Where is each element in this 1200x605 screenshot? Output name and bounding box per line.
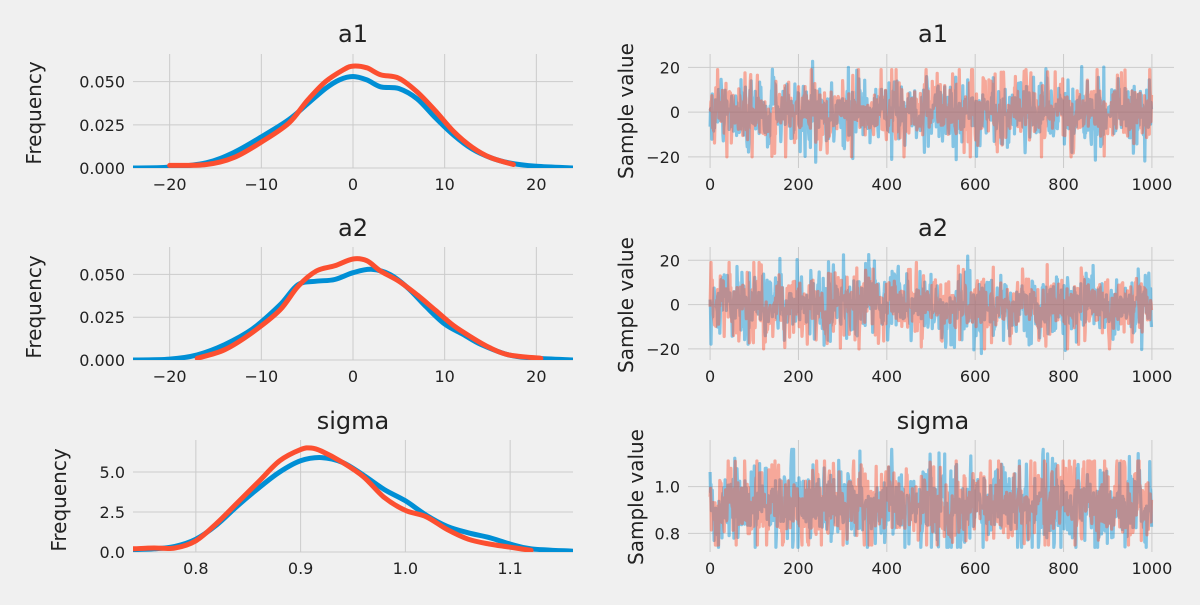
panel-title: sigma — [317, 407, 390, 435]
panel-density-a1: a1 Frequency — [22, 20, 368, 165]
y-tick-label: 20 — [660, 251, 680, 270]
x-tick-label: 200 — [783, 175, 814, 194]
x-tick-label: 400 — [872, 559, 903, 578]
panel-title: a2 — [918, 214, 948, 242]
x-tick-label: 20 — [526, 175, 546, 194]
density-line-chain-2 — [194, 256, 544, 360]
y-axis-label: Frequency — [22, 255, 46, 358]
x-tick-label: 600 — [960, 367, 991, 386]
x-tick-label: 400 — [872, 175, 903, 194]
y-tick-label: 0.050 — [79, 73, 125, 92]
x-tick-label: −20 — [153, 175, 187, 194]
trace-line-chain-1 — [708, 253, 1154, 356]
y-tick-label: −20 — [646, 340, 680, 359]
x-tick-label: 20 — [526, 367, 546, 386]
panel-trace-sigma: sigma Sample value — [624, 407, 969, 565]
x-tick-label: 10 — [434, 367, 454, 386]
plot-area-trace-a2: 0 200 400 600 800 1000 −20 0 20 — [646, 247, 1174, 386]
x-tick-label: −20 — [153, 367, 187, 386]
series-group — [708, 59, 1154, 164]
x-tick-label: −10 — [244, 367, 278, 386]
panel-title: sigma — [897, 407, 970, 435]
panel-trace-a1: a1 Sample value — [614, 20, 948, 179]
y-tick-label: 2.5 — [100, 503, 125, 522]
series-group — [708, 447, 1154, 549]
series-group — [133, 63, 573, 168]
x-tick-label: 0 — [348, 175, 358, 194]
trace-line-chain-1 — [708, 447, 1154, 549]
x-tick-label: 0 — [705, 175, 715, 194]
x-tick-label: 0.9 — [288, 559, 313, 578]
y-tick-label: 20 — [660, 58, 680, 77]
y-tick-label: 0.025 — [79, 116, 125, 135]
x-tick-label: 0.8 — [183, 559, 208, 578]
panel-title: a1 — [338, 20, 368, 48]
y-tick-label: 1.0 — [655, 478, 680, 497]
x-tick-label: 200 — [783, 559, 814, 578]
x-tick-label: 0 — [705, 367, 715, 386]
x-tick-label: 800 — [1048, 559, 1079, 578]
trace-line-chain-2 — [708, 68, 1154, 159]
y-tick-label: 5.0 — [100, 463, 125, 482]
y-axis-label: Sample value — [614, 43, 638, 179]
panel-title: a2 — [338, 214, 368, 242]
y-axis-label: Sample value — [624, 429, 648, 565]
series-group — [708, 253, 1154, 356]
density-line-chain-2 — [133, 445, 534, 552]
x-tick-label: −10 — [244, 175, 278, 194]
y-tick-label: 0.050 — [79, 265, 125, 284]
x-tick-label: 600 — [960, 559, 991, 578]
y-axis-label: Frequency — [22, 61, 46, 164]
y-tick-label: 0 — [670, 103, 680, 122]
y-tick-label: 0 — [670, 296, 680, 315]
panel-trace-a2: a2 Sample value — [614, 214, 948, 373]
x-tick-label: 400 — [872, 367, 903, 386]
x-tick-label: 10 — [434, 175, 454, 194]
series-group — [133, 256, 573, 360]
x-tick-label: 1000 — [1132, 175, 1173, 194]
y-tick-label: 0.025 — [79, 308, 125, 327]
y-axis-label: Frequency — [47, 448, 71, 551]
x-tick-label: 1000 — [1132, 559, 1173, 578]
x-tick-label: 600 — [960, 175, 991, 194]
x-tick-label: 1.1 — [497, 559, 522, 578]
plot-area-trace-a1: 0 200 400 600 800 1000 −20 0 20 — [646, 54, 1174, 194]
trace-line-chain-2 — [708, 459, 1154, 547]
y-tick-label: 0.8 — [655, 524, 680, 543]
trace-line-chain-2 — [708, 260, 1154, 351]
x-tick-label: 1000 — [1132, 367, 1173, 386]
x-tick-label: 800 — [1048, 367, 1079, 386]
y-tick-label: −20 — [646, 148, 680, 167]
y-axis-label: Sample value — [614, 237, 638, 373]
y-tick-label: 0.000 — [79, 351, 125, 370]
density-line-chain-2 — [167, 63, 516, 168]
x-tick-label: 1.0 — [393, 559, 418, 578]
plot-area-trace-sigma: 0 200 400 600 800 1000 0.8 1.0 — [655, 440, 1174, 578]
y-tick-label: 0.000 — [79, 159, 125, 178]
panel-density-sigma: sigma Frequency — [47, 407, 389, 552]
panel-density-a2: a2 Frequency — [22, 214, 368, 359]
plot-area-density-a1: −20 −10 0 10 20 0.000 0.025 0.050 — [79, 54, 573, 194]
x-tick-label: 0 — [705, 559, 715, 578]
trace-line-chain-1 — [708, 59, 1154, 164]
x-tick-label: 800 — [1048, 175, 1079, 194]
y-tick-label: 0.0 — [100, 543, 125, 562]
x-tick-label: 0 — [348, 367, 358, 386]
plot-area-density-sigma: 0.8 0.9 1.0 1.1 0.0 2.5 5.0 — [100, 440, 573, 578]
panel-title: a1 — [918, 20, 948, 48]
series-group — [133, 445, 573, 552]
plot-area-density-a2: −20 −10 0 10 20 0.000 0.025 0.050 — [79, 247, 573, 386]
x-tick-label: 200 — [783, 367, 814, 386]
